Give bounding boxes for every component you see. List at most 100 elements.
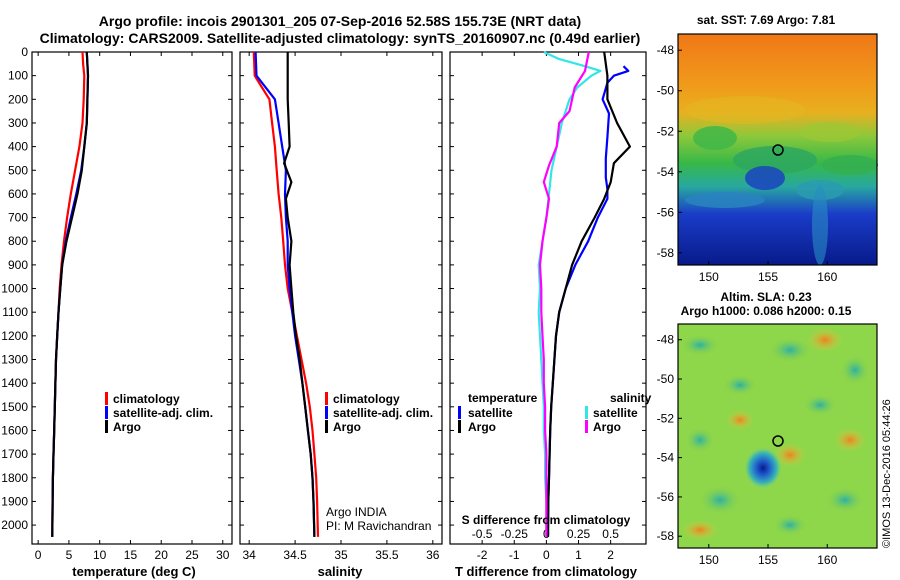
series-line-satellite-adj-clim- (254, 51, 316, 537)
depth-tick-label: 1200 (1, 329, 28, 343)
series-line-climatology (252, 51, 320, 537)
sla-map-features (682, 328, 869, 540)
difference-panel-frame (449, 51, 647, 545)
argo-float-marker (772, 435, 784, 447)
sla-map-title: Altim. SLA: 0.23 (720, 290, 812, 304)
x-tick-label: 1 (575, 548, 582, 562)
legend-label-t-argo: Argo (468, 420, 496, 434)
depth-tick-label: 1700 (1, 447, 28, 461)
lon-tick-label: 160 (817, 553, 837, 567)
temperature-xlabel: temperature (deg C) (72, 564, 196, 579)
depth-tick-label: 700 (8, 211, 28, 225)
temperature-panel-frame (31, 51, 233, 545)
float-program-label: Argo INDIA (326, 505, 387, 519)
depth-tick-label: 1600 (1, 423, 28, 437)
sst-map-title: sat. SST: 7.69 Argo: 7.81 (697, 13, 836, 27)
s-tick-label: -0.5 (472, 527, 493, 541)
legend-label-satellite: satellite-adj. clim. (113, 406, 213, 420)
depth-tick-label: 100 (8, 69, 28, 83)
series-line-argo (283, 52, 316, 537)
depth-tick-label: 800 (8, 234, 28, 248)
lon-tick-label: 150 (699, 553, 719, 567)
depth-tick-label: 1800 (1, 471, 28, 485)
lon-tick-label: 160 (817, 270, 837, 284)
x-tick-label: 30 (216, 548, 230, 562)
salinity-panel-frame (239, 51, 443, 545)
difference-panel: -2 -1 0 1 2 -0.5 -0.25 0 0.25 0.5 S difference f… (449, 51, 652, 579)
legend-swatch-s-argo (585, 420, 588, 433)
s-difference-label: S difference from climatology (462, 513, 631, 527)
x-tick-label: -2 (477, 548, 488, 562)
difference-legend: temperature satellite Argo salinity sate… (458, 391, 652, 434)
depth-tick-label: 1000 (1, 282, 28, 296)
depth-tick-label: 900 (8, 258, 28, 272)
legend-swatch-climatology (325, 392, 328, 405)
x-tick-label: 35.5 (375, 548, 399, 562)
imos-credit: ©IMOS 13-Dec-2016 05:44:26 (881, 399, 893, 548)
lat-tick-label: -58 (657, 529, 675, 543)
depth-tick-label: 2000 (1, 518, 28, 532)
sla-map-subtitle: Argo h1000: 0.086 h2000: 0.15 (681, 304, 852, 318)
lat-tick-label: -48 (657, 333, 675, 347)
legend-label-s-argo: Argo (593, 420, 621, 434)
s-tick-label: 0.5 (602, 527, 619, 541)
legend-label-climatology: climatology (333, 392, 400, 406)
legend-swatch-satellite (325, 406, 328, 419)
legend-swatch-argo (325, 420, 328, 433)
depth-tick-label: 1300 (1, 353, 28, 367)
figure-title: Argo profile: incois 2901301_205 07-Sep-… (99, 13, 581, 29)
argo-float-marker (772, 144, 784, 156)
depth-tick-label: 300 (8, 116, 28, 130)
legend-swatch-climatology (105, 392, 108, 405)
x-tick-label: -1 (509, 548, 520, 562)
lat-tick-label: -56 (657, 205, 675, 219)
depth-tick-label: 400 (8, 140, 28, 154)
lon-tick-label: 150 (699, 270, 719, 284)
legend-label-s-satellite: satellite (593, 406, 638, 420)
float-pi-label: PI: M Ravichandran (326, 519, 431, 533)
legend-label-t-satellite: satellite (468, 406, 513, 420)
depth-tick-label: 1400 (1, 376, 28, 390)
lon-tick-label: 155 (758, 270, 778, 284)
s-tick-label: 0.25 (567, 527, 591, 541)
x-tick-label: 15 (124, 548, 138, 562)
sla-map-frame (677, 323, 878, 549)
depth-tick-label: 200 (8, 92, 28, 106)
lat-tick-label: -54 (657, 165, 675, 179)
x-tick-label: 34 (243, 548, 257, 562)
lat-tick-label: -58 (657, 246, 675, 260)
series-line-satellite (546, 65, 630, 537)
lat-tick-label: -52 (657, 124, 675, 138)
depth-tick-label: 1100 (2, 305, 28, 319)
legend-label-argo: Argo (333, 420, 361, 434)
figure-subtitle: Climatology: CARS2009. Satellite-adjuste… (40, 30, 641, 46)
sst-map: sat. SST: 7.69 Argo: 7.81 -48 -50 -52 -54 -5… (657, 13, 878, 284)
lat-tick-label: -52 (657, 411, 675, 425)
legend-heading-salinity: salinity (610, 391, 652, 405)
legend-swatch-argo (105, 420, 108, 433)
series-line-argo (546, 51, 632, 537)
lat-tick-label: -50 (657, 84, 675, 98)
x-tick-label: 0 (543, 548, 550, 562)
depth-tick-label: 600 (8, 187, 28, 201)
legend-label-argo: Argo (113, 420, 141, 434)
depth-tick-label: 1900 (1, 494, 28, 508)
lon-tick-label: 155 (758, 553, 778, 567)
temperature-legend: climatology satellite-adj. clim. Argo (105, 392, 213, 434)
lat-tick-label: -56 (657, 490, 675, 504)
salinity-xlabel: salinity (318, 564, 364, 579)
lat-tick-label: -54 (657, 451, 675, 465)
series-line-s-satellite (537, 51, 602, 537)
lat-tick-label: -50 (657, 372, 675, 386)
x-tick-label: 0 (35, 548, 42, 562)
x-tick-label: 25 (185, 548, 199, 562)
legend-label-satellite: satellite-adj. clim. (333, 406, 433, 420)
series-line-climatology (51, 51, 86, 537)
x-tick-label: 5 (66, 548, 73, 562)
x-tick-label: 34.5 (283, 548, 307, 562)
series-line-s-argo (538, 51, 590, 537)
lat-tick-label: -48 (657, 43, 675, 57)
x-tick-label: 10 (93, 548, 107, 562)
salinity-panel: 34 34.5 35 35.5 36 salinity climatology sate… (239, 51, 443, 579)
depth-tick-label: 500 (8, 163, 28, 177)
